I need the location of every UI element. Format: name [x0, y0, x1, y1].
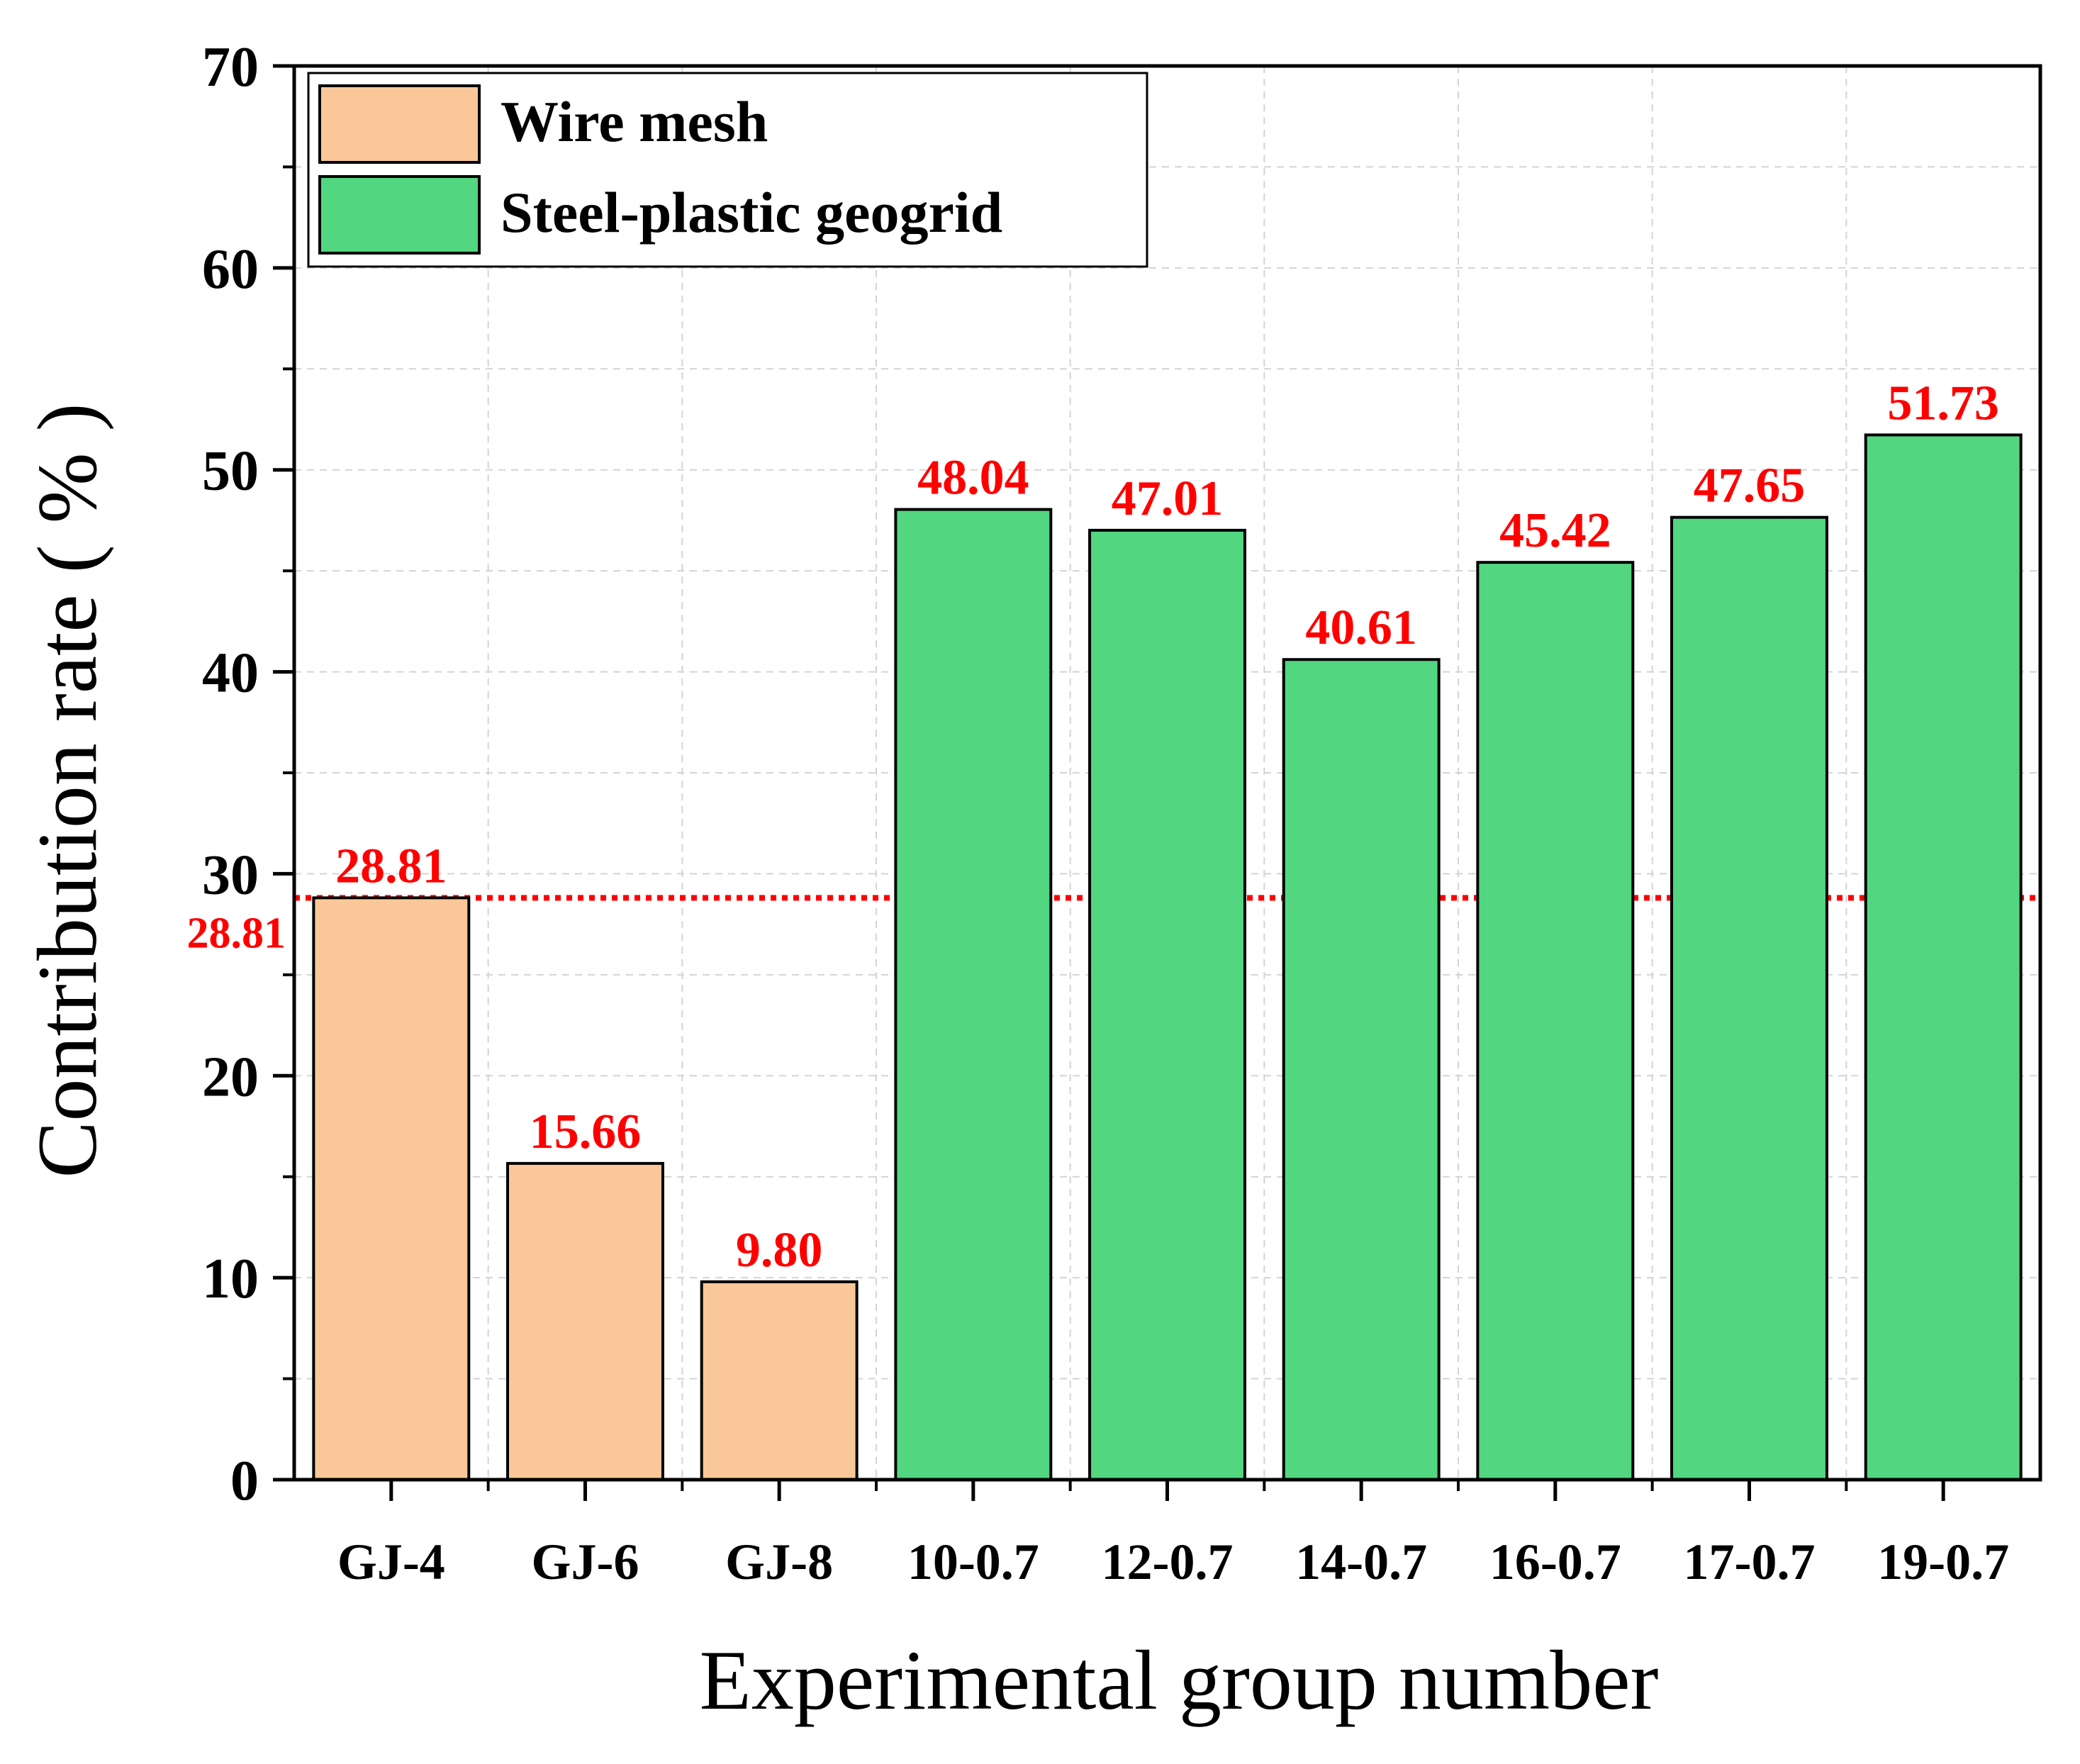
legend-swatch-1 — [318, 175, 481, 255]
value-label-17-0.7: 47.65 — [1694, 459, 1806, 513]
value-label-16-0.7: 45.42 — [1499, 503, 1611, 558]
value-label-GJ-8: 9.80 — [736, 1223, 823, 1278]
value-label-10-0.7: 48.04 — [917, 451, 1029, 506]
value-label-14-0.7: 40.61 — [1305, 601, 1417, 655]
y-tick-label: 10 — [202, 1248, 259, 1310]
legend: Wire mesh Steel-plastic geogrid — [307, 72, 1148, 268]
y-axis-title: Contribution rate ( % ) — [20, 403, 114, 1178]
x-tick-label-16-0.7: 16-0.7 — [1489, 1534, 1621, 1590]
value-label-12-0.7: 47.01 — [1112, 471, 1224, 526]
y-tick-label: 60 — [202, 238, 259, 301]
bar-10-0.7 — [894, 508, 1053, 1481]
value-label-GJ-4: 28.81 — [335, 839, 447, 893]
value-label-19-0.7: 51.73 — [1887, 376, 1999, 430]
value-label-GJ-6: 15.66 — [530, 1105, 642, 1159]
y-tick-label: 50 — [202, 440, 259, 503]
bar-12-0.7 — [1088, 528, 1246, 1481]
legend-swatch-0 — [318, 84, 481, 164]
y-tick-label: 0 — [230, 1450, 259, 1512]
x-tick-label-12-0.7: 12-0.7 — [1102, 1534, 1234, 1590]
data-labels: 28.81 15.66 9.80 48.04 47.01 40.61 45.42 47.65 5… — [335, 376, 1999, 1277]
bar-GJ-8 — [700, 1280, 859, 1481]
x-axis-title: Experimental group number — [700, 1633, 1659, 1727]
legend-label-0: Wire mesh — [501, 89, 768, 154]
bar-17-0.7 — [1670, 515, 1828, 1481]
bar-16-0.7 — [1476, 561, 1635, 1481]
x-tick-label-10-0.7: 10-0.7 — [907, 1534, 1039, 1590]
x-tick-label-GJ-8: GJ-8 — [725, 1534, 833, 1590]
axes: 0 10 20 30 40 50 60 70 GJ-4 GJ-6 GJ-8 10-0.7 12-0.7 1… — [202, 36, 2042, 1590]
x-tick-label-GJ-6: GJ-6 — [532, 1534, 639, 1590]
y-tick-label: 30 — [202, 844, 259, 906]
bar-GJ-4 — [312, 896, 471, 1481]
y-tick-label: 20 — [202, 1046, 259, 1108]
bar-14-0.7 — [1282, 658, 1441, 1481]
x-tick-label-GJ-4: GJ-4 — [337, 1534, 445, 1590]
bar-19-0.7 — [1864, 433, 2023, 1482]
x-tick-label-19-0.7: 19-0.7 — [1877, 1534, 2009, 1590]
legend-label-1: Steel-plastic geogrid — [501, 180, 1002, 245]
y-tick-label: 70 — [202, 36, 259, 99]
reference-line-label: 28.81 — [187, 909, 286, 957]
y-tick-label: 40 — [202, 642, 259, 705]
x-tick-label-14-0.7: 14-0.7 — [1295, 1534, 1427, 1590]
bar-GJ-6 — [506, 1161, 664, 1481]
x-tick-label-17-0.7: 17-0.7 — [1684, 1534, 1816, 1590]
bars — [312, 433, 2023, 1482]
